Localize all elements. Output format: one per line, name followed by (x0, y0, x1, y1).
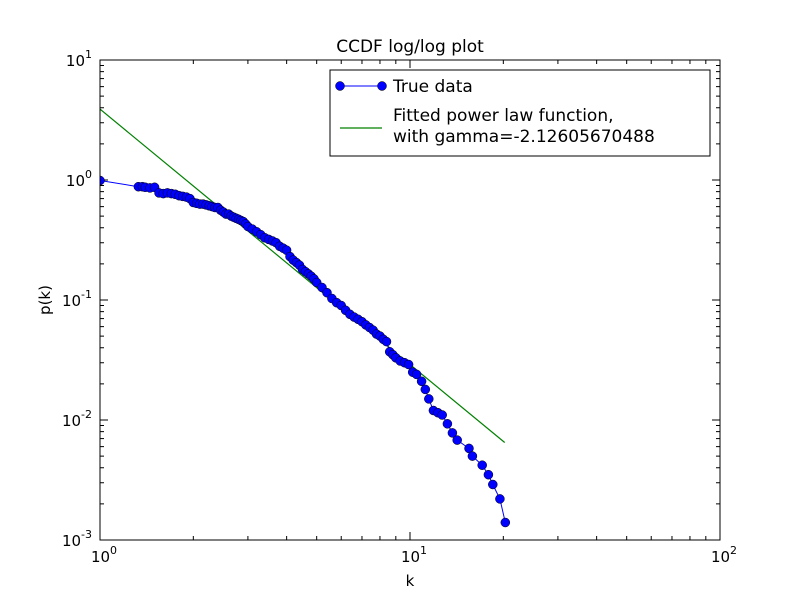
tick-label-base: 10 (711, 548, 730, 566)
legend-label-line: with gamma=-2.12605670488 (393, 127, 655, 147)
chart-title: CCDF log/log plot (336, 37, 484, 57)
true-data-point (442, 419, 453, 429)
tick-label-base: 10 (91, 548, 110, 566)
legend-box (329, 69, 711, 157)
true-data-point (495, 494, 505, 504)
true-data-point (467, 451, 478, 461)
true-data-point (488, 479, 498, 490)
x-tick-label: 101 (401, 544, 427, 566)
true-data-point (452, 435, 462, 445)
tick-label-exponent: 0 (110, 544, 117, 557)
tick-label-base: 10 (66, 172, 85, 190)
legend-label-fitted: Fitted power law function, with gamma=-2.… (393, 106, 655, 147)
legend-label-true-data: True data (392, 77, 473, 97)
true-data-point (420, 384, 431, 395)
tick-label-exponent: 1 (85, 48, 92, 61)
true-data-point (424, 394, 434, 404)
y-axis-label: p(k) (36, 285, 54, 315)
tick-label-exponent: -1 (81, 288, 92, 301)
axes-frame (99, 59, 721, 541)
tick-label-exponent: -2 (81, 408, 92, 421)
true-data-point (403, 359, 414, 370)
y-tick-label: 100 (66, 168, 92, 190)
x-tick-label: 100 (91, 544, 117, 566)
true-data-point (500, 517, 511, 528)
y-tick-label: 10-2 (62, 408, 92, 430)
series-layer (100, 108, 511, 528)
true-data-point (100, 175, 105, 186)
tick-label-base: 10 (62, 292, 81, 310)
tick-label-exponent: 1 (420, 544, 427, 557)
y-tick-label: 10-1 (62, 288, 92, 310)
tick-label-exponent: 2 (730, 544, 737, 557)
tick-label-base: 10 (401, 548, 420, 566)
y-tick-label: 10-3 (62, 528, 92, 550)
x-axis-label: k (406, 572, 415, 590)
tick-label-base: 10 (62, 412, 81, 430)
fitted-power-law-line (100, 108, 506, 443)
true-data-point (411, 369, 422, 380)
y-tick-label: 101 (66, 48, 92, 70)
true-data-point (437, 410, 447, 420)
true-data-point (381, 336, 392, 347)
true-data-point (447, 428, 458, 438)
x-tick-label: 102 (711, 544, 737, 566)
legend: True data Fitted power law function, with… (329, 69, 711, 157)
true-data-point (477, 460, 487, 470)
tick-label-base: 10 (62, 532, 81, 550)
legend-label-line: Fitted power law function, (393, 106, 614, 126)
true-data-point (416, 376, 427, 387)
tick-label-base: 10 (66, 52, 85, 70)
legend-marker (377, 81, 387, 91)
tick-label-exponent: -3 (81, 528, 92, 541)
true-data-point (483, 469, 494, 480)
legend-marker (335, 81, 345, 91)
tick-label-exponent: 0 (85, 168, 92, 181)
